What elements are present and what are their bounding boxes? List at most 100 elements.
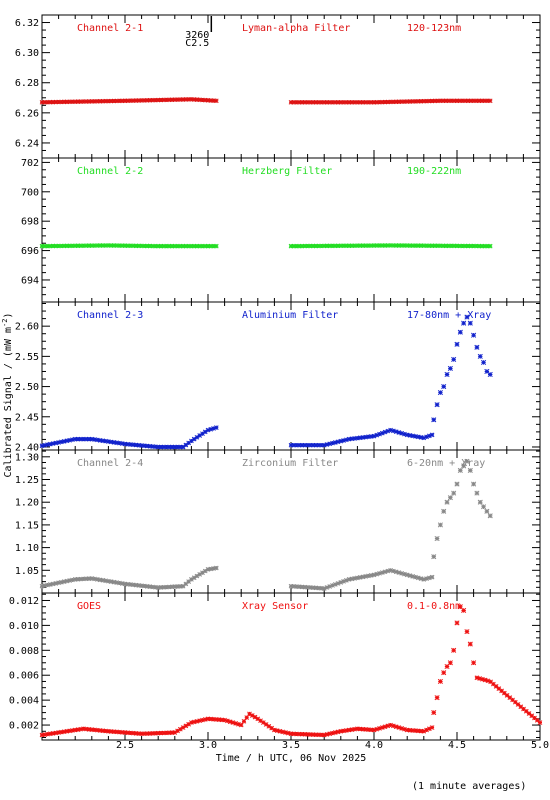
panel-1: 6.24 6.26 6.28 6.30 6.32 Channel 2-1 Lyman-alp…: [15, 14, 541, 159]
data-point: [128, 243, 133, 249]
data-point: [434, 695, 440, 701]
data-point: [496, 686, 502, 691]
data-point: [464, 458, 470, 464]
data-point: [462, 243, 468, 249]
data-point: [114, 243, 120, 248]
data-point: [357, 575, 363, 580]
data-point: [346, 243, 352, 249]
data-point: [338, 580, 344, 585]
data-point: [122, 441, 128, 447]
data-point: [407, 573, 413, 578]
data-point: [462, 98, 468, 104]
data-point: [363, 574, 369, 579]
data-point: [349, 243, 355, 249]
data-point: [106, 728, 111, 734]
data-point: [202, 717, 208, 722]
data-point: [86, 243, 92, 248]
data-point: [42, 442, 48, 448]
data-point: [175, 584, 180, 589]
data-point: [523, 708, 529, 714]
data-point: [467, 467, 473, 473]
data-point: [343, 437, 349, 443]
data-point: [529, 713, 535, 719]
data-point: [117, 98, 122, 104]
data-point: [89, 99, 95, 104]
data-point: [172, 97, 178, 103]
data-point: [501, 690, 507, 696]
data-point: [371, 243, 377, 248]
data-point: [180, 583, 186, 589]
data-point: [360, 435, 366, 440]
data-point: [89, 243, 95, 248]
data-point: [418, 98, 424, 104]
data-point: [94, 437, 100, 443]
data-point: [86, 436, 92, 442]
data-point: [133, 442, 139, 448]
data-point: [81, 99, 86, 104]
data-point: [183, 723, 189, 729]
data-point: [454, 243, 460, 249]
data-point: [443, 98, 449, 104]
data-point: [451, 243, 457, 249]
data-point: [136, 442, 142, 448]
data-point: [133, 243, 139, 249]
data-point: [432, 243, 438, 249]
data-point: [45, 99, 50, 105]
data-point: [67, 578, 73, 583]
data-point: [81, 576, 86, 582]
data-point: [94, 577, 100, 582]
data-point: [42, 732, 48, 737]
y-tick-label: 6.32: [15, 18, 39, 29]
data-series-segment: [474, 675, 543, 725]
data-series-segment: [39, 243, 219, 249]
data-point: [368, 727, 374, 733]
flare-marker: 3260 C2.5: [185, 16, 213, 49]
data-point: [440, 243, 446, 249]
data-point: [457, 467, 463, 473]
data-point: [321, 442, 327, 448]
data-point: [371, 727, 377, 733]
data-point: [147, 443, 153, 449]
data-point: [410, 243, 416, 248]
data-point: [330, 730, 335, 736]
data-point: [449, 243, 454, 249]
data-point: [399, 99, 405, 105]
data-point: [460, 243, 465, 249]
data-point: [164, 243, 169, 249]
y-tick-label: 2.50: [15, 382, 39, 393]
panel-frame: [41, 157, 541, 303]
data-point: [357, 726, 363, 732]
data-point: [294, 442, 299, 448]
data-point: [67, 243, 73, 249]
data-point: [172, 584, 178, 589]
data-point: [363, 99, 369, 105]
data-point: [316, 243, 322, 249]
data-point: [357, 435, 363, 441]
data-point: [474, 490, 480, 496]
data-point: [319, 585, 324, 591]
data-point: [296, 243, 302, 249]
data-point: [92, 437, 97, 442]
data-point: [56, 440, 61, 445]
data-point: [288, 243, 294, 249]
data-point: [236, 721, 241, 727]
data-point: [64, 243, 70, 249]
data-point: [471, 243, 476, 249]
data-point: [352, 99, 357, 105]
data-point: [164, 730, 169, 736]
data-point: [296, 99, 302, 105]
data-point: [346, 577, 352, 582]
data-point: [327, 441, 333, 447]
data-point: [83, 576, 89, 582]
data-point: [485, 98, 490, 104]
data-point: [144, 97, 150, 103]
data-point: [444, 499, 450, 505]
data-point: [464, 314, 470, 320]
data-point: [83, 243, 89, 249]
data-point: [510, 697, 515, 703]
data-point: [230, 720, 236, 725]
data-point: [467, 641, 473, 647]
data-point: [92, 576, 97, 582]
data-point: [440, 98, 446, 104]
data-point: [277, 728, 283, 734]
